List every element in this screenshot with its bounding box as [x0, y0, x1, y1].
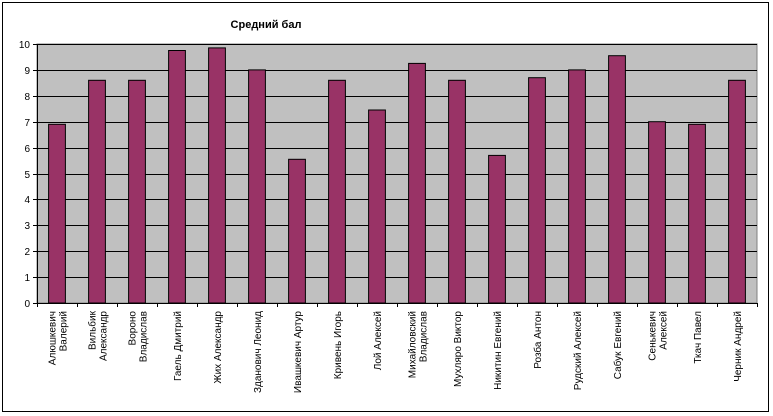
x-tick-label: Валерий: [59, 311, 70, 351]
y-tick-label: 10: [19, 40, 31, 51]
plot-background: [36, 43, 758, 304]
bar: [208, 47, 226, 304]
x-tick-label: Вильбик: [87, 310, 99, 350]
y-tick-label: 8: [24, 92, 30, 103]
x-tick-label: Лой Алексей: [373, 311, 384, 370]
bar: [648, 121, 666, 304]
bar: [328, 79, 346, 304]
bar: [528, 77, 546, 304]
x-tick-label: Сабук Евгений: [612, 311, 624, 379]
bar: [568, 69, 586, 304]
y-tick-label: 5: [24, 170, 30, 181]
x-tick-label: Владислав: [419, 311, 430, 362]
x-tick-label: Вороно: [128, 311, 139, 346]
bar: [168, 50, 186, 304]
x-tick-label: Владислав: [139, 311, 150, 362]
x-tick-label: Алюшкевич: [48, 311, 59, 365]
bar: [408, 62, 426, 304]
y-tick-label: 7: [24, 118, 30, 129]
x-tick-label: Зданович Леонид: [253, 311, 264, 393]
x-tick-label: Гаель Дмитрий: [173, 311, 184, 381]
bar: [88, 79, 106, 304]
x-tick-label: Жих Александр: [213, 311, 224, 384]
bar: [488, 154, 506, 304]
y-tick-label: 3: [24, 221, 30, 232]
x-tick-label: Ивашкевич Артур: [293, 311, 304, 393]
x-tick-label: Ткач Павел: [693, 311, 704, 364]
x-tick-label: Алексей: [659, 311, 670, 350]
x-tick-label: Михайловский: [408, 311, 419, 378]
x-tick-label: Розба Антон: [532, 311, 544, 369]
y-tick-label: 9: [24, 66, 30, 77]
x-tick-label: Кривень Игорь: [333, 311, 344, 379]
x-tick-label: Александр: [99, 311, 110, 361]
bar: [728, 79, 746, 304]
y-tick-label: 1: [24, 273, 30, 284]
bar: [368, 109, 386, 304]
bar: [48, 123, 66, 304]
y-tick-label: 4: [24, 195, 30, 206]
x-tick-label: Никитин Евгений: [493, 311, 504, 390]
y-tick-label: 6: [24, 144, 30, 155]
x-tick-label: Сенькевич: [648, 311, 659, 361]
x-tick-label: Рудский Алексей: [573, 311, 584, 390]
y-tick-label: 2: [24, 247, 30, 258]
y-tick-label: 0: [24, 299, 30, 310]
bar: [248, 69, 266, 304]
chart-title: Средний бал: [231, 19, 302, 31]
bar: [608, 55, 626, 304]
bar: [448, 79, 466, 304]
bar: [128, 79, 146, 304]
bar: [688, 123, 706, 304]
x-tick-label: Мухляро Виктор: [453, 311, 464, 387]
bar: [288, 158, 306, 304]
x-tick-label: Черник Андрей: [733, 311, 744, 382]
